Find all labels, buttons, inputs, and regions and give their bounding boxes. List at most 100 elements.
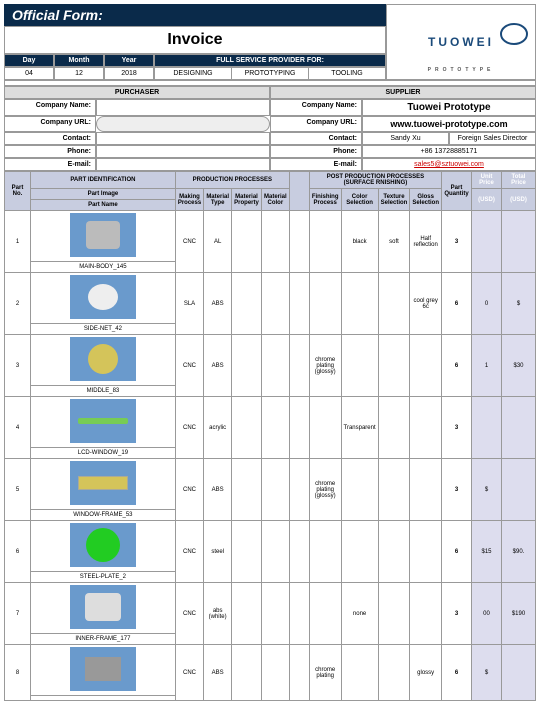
cell-qty: 6 <box>442 521 472 583</box>
cell-mc <box>261 459 289 521</box>
row-no: 5 <box>5 459 31 521</box>
val-phone-p <box>96 145 270 158</box>
cell-gs <box>410 521 442 583</box>
part-image <box>31 335 176 386</box>
cell-fp <box>309 521 341 583</box>
lbl-email-s: E-mail: <box>270 158 362 171</box>
th-mt: Material Type <box>204 189 232 211</box>
lbl-contact-s: Contact: <box>270 132 362 145</box>
cell-fp: chrome plating (glossy) <box>309 459 341 521</box>
row-no: 6 <box>5 521 31 583</box>
lbl-phone-p: Phone: <box>4 145 96 158</box>
cell-mp: CNC <box>175 335 203 397</box>
logo: TUOWEI PROTOTYPE <box>386 4 536 80</box>
part-name: WINDOW-FRAME_53 <box>31 510 176 521</box>
cell-fp: chrome plating (glossy) <box>309 335 341 397</box>
cell-up: 1 <box>472 335 502 397</box>
cell-mt: abs (white) <box>204 583 232 645</box>
cell-up: 0 <box>472 273 502 335</box>
part-image <box>31 273 176 324</box>
cell-gap <box>289 645 309 701</box>
lbl-curl-s: Company URL: <box>270 116 362 132</box>
cell-fp <box>309 211 341 273</box>
cell-fp: chrome plating <box>309 645 341 701</box>
year-header: Year <box>104 54 154 67</box>
lbl-cname-s: Company Name: <box>270 99 362 116</box>
cell-up: $15 <box>472 521 502 583</box>
cell-ts <box>378 645 410 701</box>
row-no: 1 <box>5 211 31 273</box>
cell-ts <box>378 335 410 397</box>
cell-mp: SLA <box>175 273 203 335</box>
th-ts: Texture Selection <box>378 189 410 211</box>
val-email-s: sales5@sztuowei.com <box>362 158 536 171</box>
th-fp: Finishing Process <box>309 189 341 211</box>
cell-gs: Half reflection <box>410 211 442 273</box>
val-contact-s: Sandy Xu <box>362 132 449 145</box>
cell-gap <box>289 583 309 645</box>
cell-cs: Transparent <box>341 397 378 459</box>
th-mc: Material Color <box>261 189 289 211</box>
cell-mc <box>261 645 289 701</box>
cell-tp <box>502 397 536 459</box>
cell-cs <box>341 645 378 701</box>
cell-gs <box>410 335 442 397</box>
year-value: 2018 <box>104 67 154 80</box>
cell-tp: $90. <box>502 521 536 583</box>
th-pid: PART IDENTIFICATION <box>31 172 176 189</box>
th-pp: PRODUCTION PROCESSES <box>175 172 289 189</box>
val-curl-s: www.tuowei-prototype.com <box>362 116 536 132</box>
val-curl-p: x <box>96 116 270 132</box>
cell-gs <box>410 459 442 521</box>
lbl-contact-p: Contact: <box>4 132 96 145</box>
cell-mprop <box>232 583 262 645</box>
part-image <box>31 459 176 510</box>
cell-mc <box>261 583 289 645</box>
part-name: SIDE-NET_42 <box>31 324 176 335</box>
val-cname-s: Tuowei Prototype <box>362 99 536 116</box>
cell-tp <box>502 211 536 273</box>
day-header: Day <box>4 54 54 67</box>
cell-ts <box>378 583 410 645</box>
cell-mp: CNC <box>175 211 203 273</box>
row-no: 4 <box>5 397 31 459</box>
service-header: FULL SERVICE PROVIDER FOR: <box>154 54 386 67</box>
cell-qty: 3 <box>442 397 472 459</box>
cell-gs: glossy <box>410 645 442 701</box>
part-image <box>31 583 176 634</box>
val-phone-s: +86 13728885171 <box>362 145 536 158</box>
cell-mp: CNC <box>175 459 203 521</box>
section-headers: PURCHASER SUPPLIER <box>4 86 536 99</box>
cell-mprop <box>232 273 262 335</box>
cell-cs <box>341 459 378 521</box>
cell-cs <box>341 273 378 335</box>
th-pname: Part Name <box>31 200 176 211</box>
val-role-s: Foreign Sales Director <box>449 132 536 145</box>
th-tp: Total Price <box>502 172 536 189</box>
cell-gap <box>289 459 309 521</box>
cell-gs <box>410 583 442 645</box>
cell-qty: 3 <box>442 459 472 521</box>
cell-up <box>472 397 502 459</box>
cell-gap <box>289 397 309 459</box>
cell-gap <box>289 273 309 335</box>
cell-mc <box>261 273 289 335</box>
th-mprop: Material Property <box>232 189 262 211</box>
part-name: MIDDLE_83 <box>31 386 176 397</box>
svc-2: PROTOTYPING <box>232 68 309 79</box>
svc-1: DESIGNING <box>155 68 232 79</box>
part-image <box>31 645 176 696</box>
cell-up: $ <box>472 645 502 701</box>
cell-mc <box>261 211 289 273</box>
cell-cs: none <box>341 583 378 645</box>
cell-fp <box>309 397 341 459</box>
cell-qty: 6 <box>442 645 472 701</box>
part-image <box>31 521 176 572</box>
cell-mprop <box>232 521 262 583</box>
cell-tp: $190 <box>502 583 536 645</box>
doc-title: Invoice <box>4 26 386 54</box>
cell-mp: CNC <box>175 645 203 701</box>
cell-up <box>472 211 502 273</box>
cell-gap <box>289 211 309 273</box>
cell-tp <box>502 645 536 701</box>
